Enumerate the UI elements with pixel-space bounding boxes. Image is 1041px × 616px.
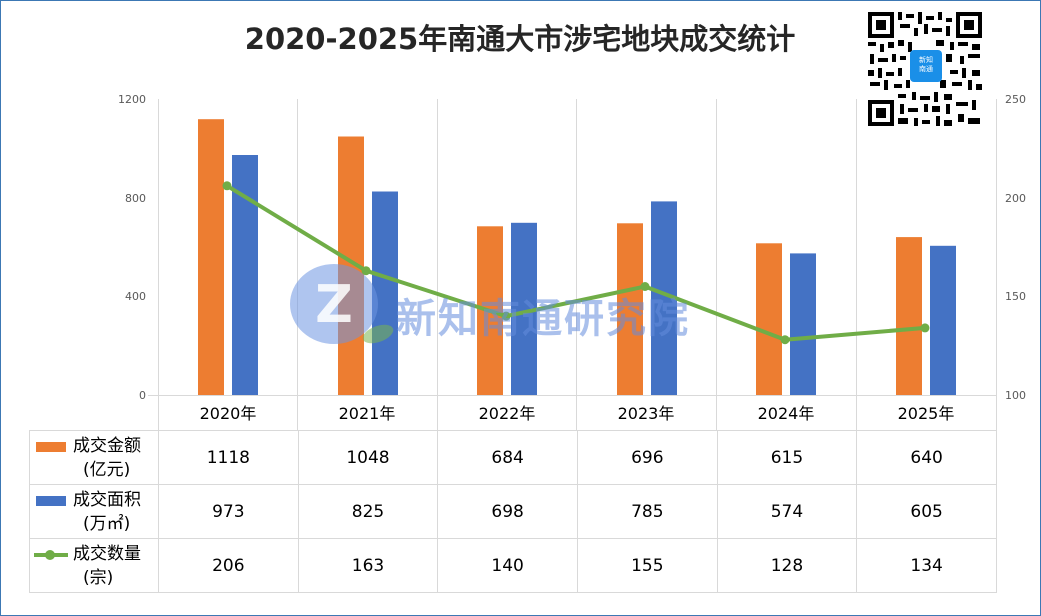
left-tick-400: 400 (125, 290, 146, 303)
left-tick-0: 0 (139, 389, 146, 402)
cell-count-2023: 155 (576, 538, 718, 593)
cell-amount-2022: 684 (437, 430, 578, 485)
right-tick-250: 250 (1005, 93, 1026, 106)
bar-area-2024 (790, 253, 816, 395)
right-axis: 250 200 150 100 (1005, 93, 1026, 402)
cell-area-2022: 698 (437, 484, 578, 539)
point-count-2022 (501, 311, 511, 321)
table-row: 成交面积 (万㎡) 973 825 698 785 574 605 (29, 484, 997, 539)
legend-amount-unit: (亿元) (83, 460, 131, 480)
cell-count-2021: 163 (297, 538, 439, 593)
cell-count-2020: 206 (158, 538, 299, 593)
cell-area-2023: 785 (576, 484, 718, 539)
legend-area: 成交面积 (万㎡) (29, 484, 159, 539)
year-label-2021: 2021年 (339, 404, 396, 423)
year-label-2023: 2023年 (618, 404, 675, 423)
right-tick-200: 200 (1005, 192, 1026, 205)
legend-count: 成交数量 (宗) (29, 538, 159, 593)
cell-count-2025: 134 (856, 538, 997, 593)
green-marker-icon (45, 550, 55, 560)
point-count-2025 (920, 323, 930, 333)
blue-swatch-icon (36, 496, 66, 506)
orange-swatch-icon (36, 442, 66, 452)
series-area-bars (232, 155, 956, 395)
bar-amount-2020 (198, 119, 224, 395)
bar-amount-2024 (756, 243, 782, 395)
qr-center-label-2: 南通 (919, 65, 933, 73)
legend-count-unit: (宗) (83, 568, 114, 588)
legend-area-name: 成交面积 (73, 490, 141, 510)
cell-area-2024: 574 (716, 484, 858, 539)
legend-area-unit: (万㎡) (83, 514, 131, 534)
left-tick-1200: 1200 (118, 93, 146, 106)
cell-count-2022: 140 (437, 538, 578, 593)
right-tick-100: 100 (1005, 389, 1026, 402)
cell-amount-2023: 696 (576, 430, 718, 485)
left-axis: 1200 800 400 0 (118, 93, 146, 402)
table-row: 成交数量 (宗) 206 163 140 155 128 134 (29, 538, 997, 593)
data-table: 成交金额 (亿元) 1118 1048 684 696 615 640 成交面积… (29, 430, 997, 593)
grid-lines (148, 99, 997, 430)
qr-center-label-1: 新知 (919, 56, 933, 64)
bar-area-2025 (930, 245, 956, 395)
cell-amount-2025: 640 (856, 430, 997, 485)
left-tick-800: 800 (125, 192, 146, 205)
cell-area-2025: 605 (856, 484, 997, 539)
year-label-2024: 2024年 (758, 404, 815, 423)
legend-amount: 成交金额 (亿元) (29, 430, 159, 485)
cell-count-2024: 128 (716, 538, 858, 593)
bar-amount-2025 (896, 237, 922, 395)
year-label-2025: 2025年 (898, 404, 955, 423)
qr-code-icon (866, 10, 984, 128)
bar-amount-2023 (617, 223, 643, 395)
cell-area-2020: 973 (158, 484, 299, 539)
chart-title: 2020-2025年南通大市涉宅地块成交统计 (244, 22, 796, 56)
qr-code: 新知 南通 (866, 10, 984, 128)
right-tick-150: 150 (1005, 290, 1026, 303)
point-count-2021 (361, 266, 371, 276)
bar-area-2021 (372, 191, 398, 395)
legend-count-name: 成交数量 (73, 544, 141, 564)
year-label-2020: 2020年 (200, 404, 257, 423)
legend-amount-name: 成交金额 (73, 436, 141, 456)
year-label-2022: 2022年 (479, 404, 536, 423)
cell-area-2021: 825 (297, 484, 439, 539)
point-count-2023 (640, 282, 650, 291)
cell-amount-2021: 1048 (297, 430, 439, 485)
table-row: 成交金额 (亿元) 1118 1048 684 696 615 640 (29, 430, 997, 485)
cell-amount-2020: 1118 (158, 430, 299, 485)
x-axis: 2020年 2021年 2022年 2023年 2024年 2025年 (200, 404, 955, 423)
point-count-2024 (780, 335, 790, 345)
cell-amount-2024: 615 (716, 430, 858, 485)
point-count-2020 (222, 181, 232, 191)
